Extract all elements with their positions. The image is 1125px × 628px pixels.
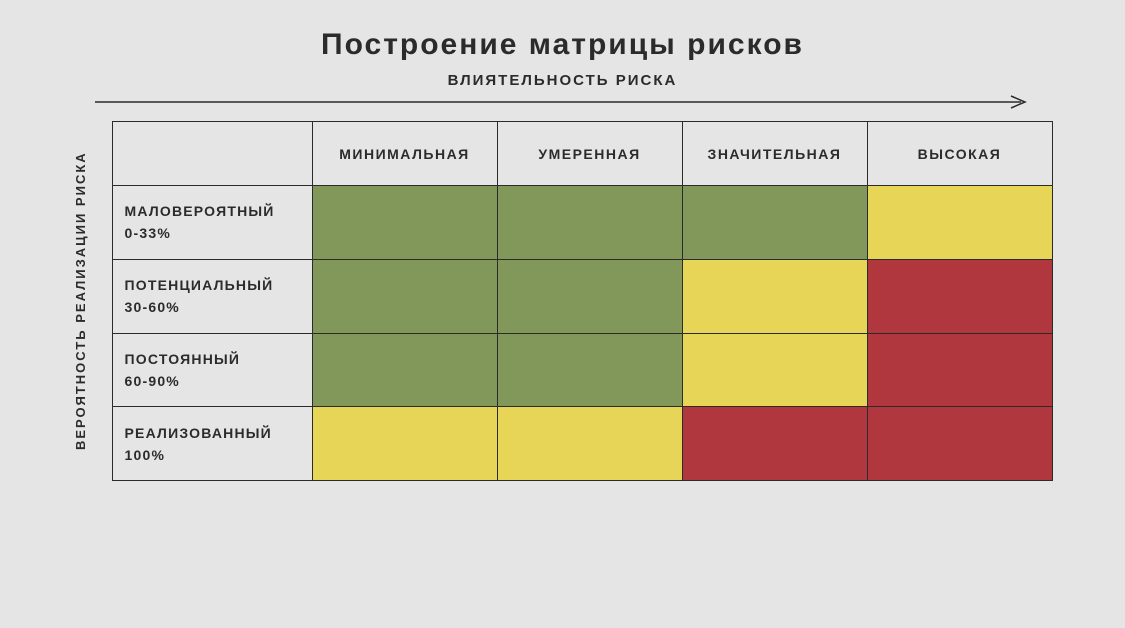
row-label-main: ПОСТОЯННЫЙ bbox=[125, 351, 300, 367]
risk-cell bbox=[312, 407, 497, 481]
row-header: РЕАЛИЗОВАННЫЙ 100% bbox=[112, 407, 312, 481]
table-header-row: МИНИМАЛЬНАЯ УМЕРЕННАЯ ЗНАЧИТЕЛЬНАЯ ВЫСОК… bbox=[112, 122, 1052, 186]
table-row: ПОСТОЯННЫЙ 60-90% bbox=[112, 333, 1052, 407]
table-row: РЕАЛИЗОВАННЫЙ 100% bbox=[112, 407, 1052, 481]
x-axis-label: ВЛИЯТЕЛЬНОСТЬ РИСКА bbox=[93, 72, 1033, 89]
row-label-sub: 60-90% bbox=[125, 373, 300, 389]
risk-cell bbox=[867, 186, 1052, 260]
col-header: МИНИМАЛЬНАЯ bbox=[312, 122, 497, 186]
risk-cell bbox=[497, 259, 682, 333]
risk-cell bbox=[312, 259, 497, 333]
risk-cell bbox=[497, 186, 682, 260]
risk-cell bbox=[867, 333, 1052, 407]
col-header: ВЫСОКАЯ bbox=[867, 122, 1052, 186]
col-header: УМЕРЕННАЯ bbox=[497, 122, 682, 186]
page-title: Построение матрицы рисков bbox=[0, 0, 1125, 72]
risk-cell bbox=[497, 407, 682, 481]
risk-cell bbox=[312, 186, 497, 260]
risk-cell bbox=[867, 407, 1052, 481]
risk-cell bbox=[867, 259, 1052, 333]
table-corner-cell bbox=[112, 122, 312, 186]
risk-cell bbox=[682, 186, 867, 260]
risk-cell bbox=[682, 407, 867, 481]
row-label-sub: 30-60% bbox=[125, 299, 300, 315]
row-label-sub: 100% bbox=[125, 447, 300, 463]
risk-cell bbox=[682, 333, 867, 407]
table-row: МАЛОВЕРОЯТНЫЙ 0-33% bbox=[112, 186, 1052, 260]
row-label-main: ПОТЕНЦИАЛЬНЫЙ bbox=[125, 277, 300, 293]
risk-cell bbox=[497, 333, 682, 407]
table-row: ПОТЕНЦИАЛЬНЫЙ 30-60% bbox=[112, 259, 1052, 333]
row-label-main: РЕАЛИЗОВАННЫЙ bbox=[125, 425, 300, 441]
y-axis-label: ВЕРОЯТНОСТЬ РЕАЛИЗАЦИИ РИСКА bbox=[73, 121, 88, 481]
risk-matrix-table: МИНИМАЛЬНАЯ УМЕРЕННАЯ ЗНАЧИТЕЛЬНАЯ ВЫСОК… bbox=[112, 121, 1053, 481]
risk-cell bbox=[312, 333, 497, 407]
risk-matrix-page: Построение матрицы рисков ВЛИЯТЕЛЬНОСТЬ … bbox=[0, 0, 1125, 628]
row-header: МАЛОВЕРОЯТНЫЙ 0-33% bbox=[112, 186, 312, 260]
col-header: ЗНАЧИТЕЛЬНАЯ bbox=[682, 122, 867, 186]
row-header: ПОТЕНЦИАЛЬНЫЙ 30-60% bbox=[112, 259, 312, 333]
row-label-sub: 0-33% bbox=[125, 225, 300, 241]
x-axis-arrow-icon bbox=[93, 93, 1033, 111]
risk-cell bbox=[682, 259, 867, 333]
row-label-main: МАЛОВЕРОЯТНЫЙ bbox=[125, 203, 300, 219]
row-header: ПОСТОЯННЫЙ 60-90% bbox=[112, 333, 312, 407]
matrix-content: ВЕРОЯТНОСТЬ РЕАЛИЗАЦИИ РИСКА МИНИМАЛЬНАЯ… bbox=[0, 121, 1125, 481]
x-axis: ВЛИЯТЕЛЬНОСТЬ РИСКА bbox=[93, 72, 1033, 111]
